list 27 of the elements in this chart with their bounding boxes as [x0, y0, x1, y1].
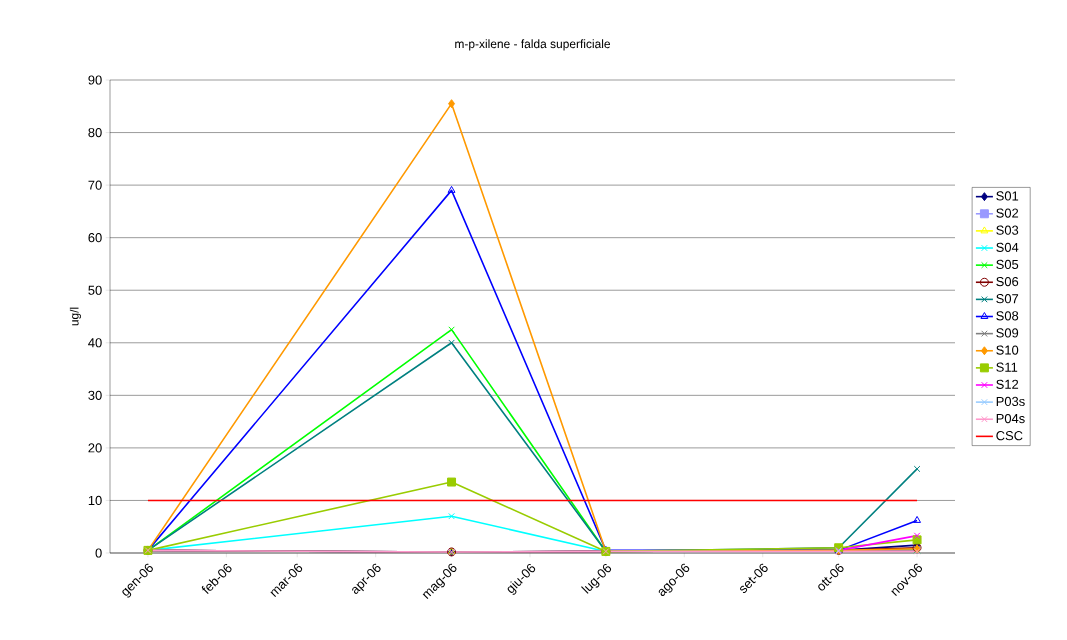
legend-label: S08	[996, 311, 1019, 321]
legend-label: S06	[996, 276, 1019, 287]
legend-label: S12	[996, 379, 1019, 389]
y-tick-label: 90	[88, 75, 102, 85]
y-tick-label: 50	[88, 285, 102, 295]
y-tick-label: 20	[88, 443, 102, 453]
y-tick-label: 70	[88, 180, 102, 190]
legend-label: S07	[996, 294, 1019, 304]
legend-label: S10	[996, 345, 1019, 355]
legend-label: S05	[996, 259, 1019, 270]
legend-label: S01	[996, 191, 1019, 201]
y-tick-label: 80	[88, 127, 102, 138]
chart-title: m-p-xilene - falda superficiale	[455, 39, 611, 51]
y-tick-label: 0	[95, 548, 102, 558]
legend-label: S02	[996, 208, 1019, 218]
y-axis-title: ug/l	[69, 307, 81, 326]
legend-label: S09	[996, 328, 1019, 338]
legend-label: P03s	[996, 396, 1025, 407]
legend-label: P04s	[996, 413, 1025, 424]
legend-label: S03	[996, 225, 1019, 235]
y-tick-label: 60	[88, 233, 102, 243]
legend-label: CSC	[996, 431, 1023, 441]
y-tick-label: 10	[88, 495, 102, 506]
y-tick-label: 30	[88, 390, 102, 400]
y-tick-label: 40	[88, 338, 102, 348]
legend-label: S04	[996, 242, 1019, 252]
legend-label: S11	[996, 362, 1018, 372]
